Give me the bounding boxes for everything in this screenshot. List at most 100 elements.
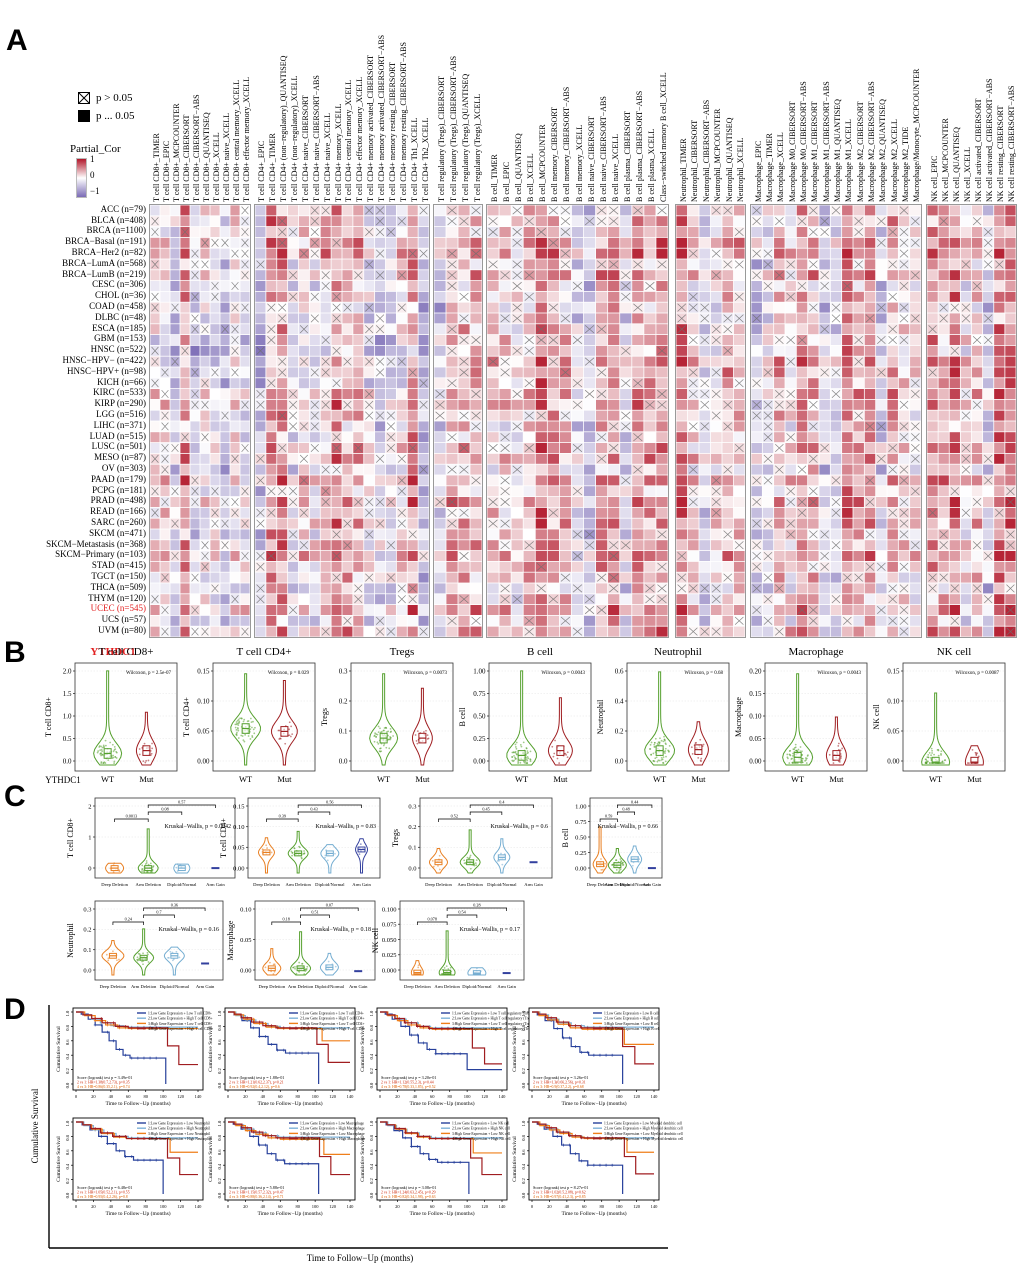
x-tick-label: 80 — [143, 1204, 148, 1209]
scatter-dot — [445, 970, 448, 973]
scatter-dot — [977, 756, 980, 759]
y-tick-label: 0.4 — [369, 1163, 374, 1169]
boxplot-box — [434, 859, 443, 866]
scatter-dot — [839, 753, 842, 755]
heatmap-column-label: T cell regulatory (Tregs)_XCELL — [473, 93, 482, 202]
heatmap-column-label: B cell naive_CIBERSORT — [586, 116, 596, 202]
heatmap-column-label: Macrophage_EPIC — [753, 140, 763, 202]
scatter-dot — [99, 753, 102, 755]
heatmap-row-label: ACC (n=79) — [100, 203, 146, 214]
y-tick-label: 0.0 — [521, 1082, 526, 1088]
heatmap-row-label: UCS (n=57) — [101, 614, 146, 625]
heatmap-column-label: T cell regulatory (Tregs)_QUANTISEQ — [461, 73, 470, 202]
y-tick-label: 0.0 — [408, 865, 416, 872]
scatter-dot — [653, 745, 656, 748]
scatter-dot — [566, 756, 569, 759]
heatmap-column-label: Macrophage M1_CIBERSORT — [810, 101, 820, 202]
scatter-dot — [971, 748, 974, 751]
scatter-dot — [700, 757, 703, 760]
x-tick-label: 80 — [599, 1204, 604, 1209]
scatter-dot — [446, 973, 449, 975]
scatter-dot — [463, 862, 466, 865]
x-tick-label: 100 — [616, 1204, 624, 1209]
x-tick-label: 60 — [430, 1204, 435, 1209]
legend-nonsignificant-label: p > 0.05 — [96, 92, 133, 104]
plot-frame — [902, 662, 1006, 772]
scatter-dot — [465, 863, 468, 865]
km-curve — [76, 1121, 198, 1153]
scatter-dot — [303, 966, 305, 969]
scatter-dot — [653, 741, 656, 744]
heatmap-column-label: T cell CD8+ naive_XCELL — [222, 112, 231, 202]
scatter-dot — [106, 753, 109, 755]
violin-wt — [506, 670, 537, 766]
x-category-label: Arm Deletion — [605, 882, 631, 887]
scatter-dot — [247, 735, 250, 737]
scatter-dot — [474, 862, 477, 865]
scatter-dot — [386, 738, 389, 741]
scatter-dot — [828, 753, 831, 756]
scatter-dot — [441, 968, 444, 971]
plot-frame — [94, 797, 236, 879]
y-tick-label: 1.5 — [63, 690, 72, 698]
scatter-dot — [362, 848, 365, 851]
y-tick-label: 0.25 — [473, 735, 486, 743]
scatter-dot — [511, 755, 514, 758]
scatter-dot — [525, 762, 527, 764]
colorbar — [76, 158, 87, 198]
scatter-dot — [106, 752, 108, 755]
scatter-dot — [151, 742, 153, 745]
x-tick-label: 100 — [160, 1204, 168, 1209]
plot-frame — [626, 662, 730, 772]
x-tick-label: 80 — [599, 1094, 604, 1099]
km-curve — [532, 1121, 654, 1175]
heatmap-column-label: B cell memory_CIBERSORT−ABS — [562, 86, 572, 202]
scatter-dot — [325, 967, 327, 970]
scatter-dot — [149, 862, 152, 865]
scatter-dot — [244, 725, 247, 728]
x-tick-label: 80 — [295, 1094, 300, 1099]
heatmap-row-label: KICH (n=66) — [97, 376, 146, 387]
scatter-dot — [107, 759, 110, 762]
scatter-dot — [113, 749, 116, 751]
scatter-dot — [478, 972, 480, 975]
scatter-dot — [473, 863, 475, 865]
legend-label: 4:High Gene Expression + High B cell — [604, 1027, 660, 1031]
scatter-dot — [303, 850, 305, 852]
heatmap-row-label: OV (n=303) — [101, 463, 146, 473]
scatter-dot — [837, 757, 840, 760]
scatter-dot — [933, 757, 936, 760]
scatter-dot — [248, 729, 251, 732]
scatter-dot — [664, 742, 667, 745]
scatter-dot — [793, 762, 795, 764]
scatter-dot — [447, 968, 450, 970]
scatter-dot — [417, 966, 420, 969]
boxplot-box — [110, 865, 119, 872]
scatter-dot — [145, 871, 148, 873]
scatter-dot — [794, 743, 797, 746]
scatter-dot — [110, 750, 112, 753]
x-tick-label: 0 — [531, 1094, 534, 1099]
scatter-dot — [927, 753, 930, 756]
scatter-dot — [373, 735, 376, 738]
scatter-dot — [146, 869, 149, 872]
scatter-dot — [799, 746, 802, 748]
heatmap-column-label: Macrophage M2_QUANTISEQ — [878, 99, 888, 202]
scatter-dot — [136, 956, 139, 959]
heatmap-row-label: BRCA−Her2 (n=82) — [71, 247, 146, 257]
violin — [257, 837, 275, 874]
scatter-dot — [152, 865, 155, 867]
scatter-dot — [795, 749, 797, 752]
legend-label: 2:Low Gene Expression + High B cell — [604, 1017, 659, 1021]
scatter-dot — [176, 870, 179, 873]
hr-line-2: 4 vs 3: HR=0.82(0.34,1.98), p=0.63 — [381, 1195, 436, 1200]
boxplot-box — [262, 849, 271, 856]
scatter-dot — [297, 850, 300, 853]
scatter-dot — [108, 755, 111, 758]
bracket-pvalue: 0.08 — [161, 807, 168, 812]
scatter-dot — [668, 744, 671, 747]
y-tick-label: 0.100 — [382, 906, 397, 913]
y-axis-label: Cumulative Survival — [512, 1136, 518, 1182]
violin — [459, 829, 481, 874]
scatter-dot — [800, 762, 803, 764]
